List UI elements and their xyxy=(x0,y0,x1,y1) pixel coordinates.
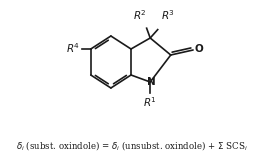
Text: N: N xyxy=(147,77,155,87)
Text: $R^4$: $R^4$ xyxy=(66,41,80,55)
Text: $R^2$: $R^2$ xyxy=(133,8,146,22)
Text: O: O xyxy=(195,44,204,54)
Text: $\delta_i$ (subst. oxindole) = $\delta_i$ (unsubst. oxindole) + $\Sigma$ SCS$_i$: $\delta_i$ (subst. oxindole) = $\delta_i… xyxy=(16,138,247,152)
Text: $R^1$: $R^1$ xyxy=(143,95,157,109)
Text: $R^3$: $R^3$ xyxy=(161,8,175,22)
